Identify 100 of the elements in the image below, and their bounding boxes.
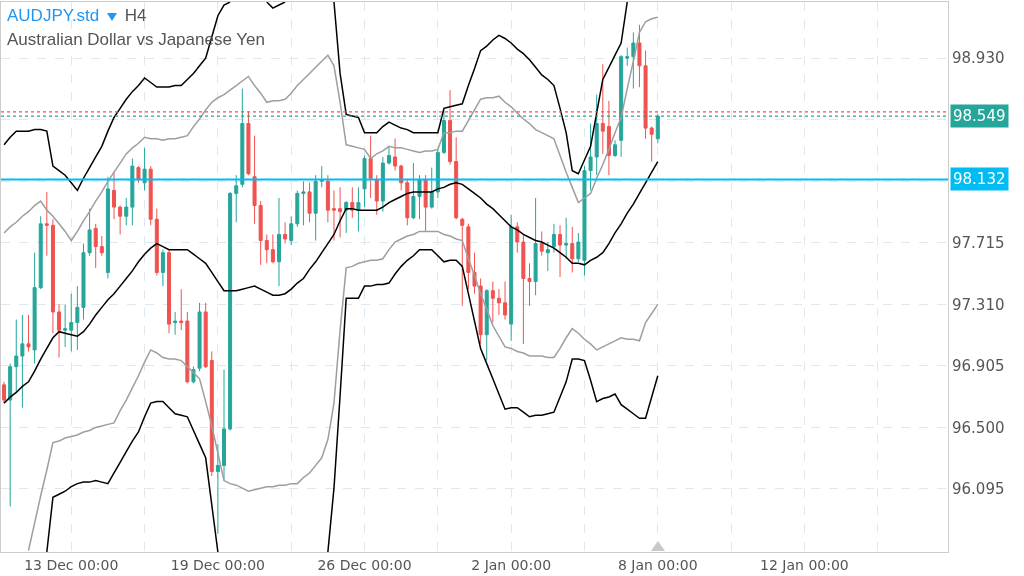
- candlestick: [319, 165, 324, 188]
- candlestick: [551, 223, 556, 254]
- candlestick: [50, 218, 55, 334]
- candlestick: [258, 200, 263, 266]
- candlestick: [222, 369, 226, 482]
- candlestick: [649, 126, 654, 163]
- candlestick: [283, 221, 288, 245]
- candlestick: [99, 235, 104, 257]
- candlestick: [26, 314, 31, 352]
- candlestick: [215, 443, 220, 535]
- candlestick: [362, 154, 367, 208]
- candlestick: [63, 303, 68, 348]
- candlestick: [454, 136, 459, 220]
- candlestick: [564, 217, 569, 260]
- candlestick: [209, 350, 214, 477]
- candlestick: [515, 221, 520, 254]
- candlestick: [405, 179, 410, 226]
- candlestick: [8, 363, 13, 507]
- candlestick: [350, 186, 355, 219]
- candlestick: [228, 191, 233, 431]
- x-tick-label: 19 Dec 00:00: [170, 556, 265, 573]
- candlestick: [179, 288, 184, 331]
- candlestick: [148, 165, 153, 226]
- candlestick: [356, 186, 361, 232]
- candlestick: [38, 215, 43, 290]
- candlestick: [203, 302, 208, 369]
- candlestick: [325, 174, 330, 223]
- candlestick: [142, 147, 147, 191]
- candlestick: [264, 233, 269, 264]
- candlestick: [545, 241, 550, 272]
- candlestick: [124, 197, 129, 226]
- candlestick: [533, 197, 538, 296]
- candlestick: [423, 174, 428, 232]
- candlestick: [368, 135, 373, 199]
- candlestick: [380, 156, 385, 213]
- x-tick-label: 12 Jan 00:00: [760, 556, 849, 573]
- candlestick: [69, 293, 74, 352]
- candlestick: [478, 278, 483, 345]
- candlestick: [331, 189, 336, 242]
- candlestick: [295, 189, 300, 228]
- x-tick-label: 13 Dec 00:00: [24, 556, 119, 573]
- y-tick-label: 97.310: [952, 295, 1005, 314]
- candlestick: [558, 224, 563, 278]
- candlestick: [20, 314, 25, 409]
- candlestick: [112, 171, 117, 220]
- candlestick: [173, 311, 178, 336]
- candlestick: [613, 139, 618, 158]
- x-tick-label: 2 Jan 00:00: [471, 556, 552, 573]
- candlestick: [386, 145, 391, 166]
- candlestick: [435, 148, 440, 199]
- candlestick: [160, 249, 165, 287]
- candlestick: [399, 164, 404, 191]
- candlestick: [234, 174, 239, 223]
- candlestick: [509, 214, 514, 342]
- candlestick: [270, 233, 275, 264]
- candlestick: [496, 288, 501, 316]
- candlestick: [93, 223, 98, 269]
- candlestick: [289, 215, 294, 246]
- candlestick: [631, 31, 636, 90]
- candlestick: [374, 174, 379, 216]
- candlestick: [307, 182, 312, 223]
- ref-line-label: 98.549: [953, 107, 1006, 125]
- candlestick: [276, 197, 281, 287]
- candlestick: [625, 47, 630, 67]
- line-series: [3, 160, 659, 404]
- candlestick: [252, 135, 257, 225]
- candlestick: [197, 302, 202, 372]
- candlestick: [105, 176, 110, 280]
- candlestick: [32, 252, 37, 365]
- ref-line-label: 98.132: [953, 170, 1006, 188]
- chart-title: AUDJPY.std: [7, 6, 100, 25]
- candlestick: [301, 180, 306, 226]
- candlestick: [503, 281, 508, 321]
- candlestick: [539, 230, 544, 257]
- y-tick-label: 97.715: [952, 234, 1005, 253]
- x-tick-label: 26 Dec 00:00: [317, 556, 412, 573]
- candlestick: [344, 200, 349, 234]
- candlestick: [118, 205, 123, 235]
- candlestick: [2, 381, 7, 404]
- y-tick-label: 98.930: [952, 49, 1005, 68]
- candlestick: [338, 186, 343, 238]
- candlestick: [570, 226, 575, 273]
- candlestick: [460, 217, 465, 307]
- candlestick: [130, 157, 135, 226]
- candlestick: [14, 319, 19, 393]
- candlestick: [44, 191, 49, 257]
- candlestick: [429, 167, 434, 210]
- candlestick: [393, 138, 398, 172]
- candlestick: [57, 303, 62, 359]
- candlestick: [154, 208, 159, 276]
- x-tick-label: 8 Jan 00:00: [617, 556, 698, 573]
- candlestick: [313, 174, 318, 242]
- candlestick: [484, 288, 489, 362]
- y-tick-label: 96.095: [952, 480, 1005, 499]
- y-tick-label: 96.905: [952, 357, 1005, 376]
- y-tick-label: 96.500: [952, 418, 1005, 437]
- candlestick: [185, 311, 190, 384]
- candlestick: [167, 249, 172, 334]
- candlestick: [490, 281, 495, 324]
- annotation: H4: [124, 6, 147, 25]
